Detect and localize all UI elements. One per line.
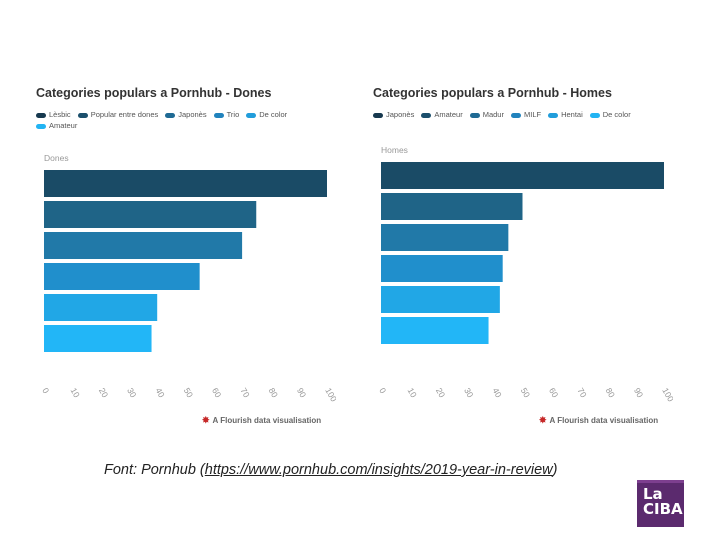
bar-de-color	[381, 317, 489, 344]
legend-item[interactable]: Popular entre dones	[77, 109, 159, 120]
bar-hentai	[381, 286, 500, 313]
bar-de-color	[44, 294, 158, 321]
legend-item[interactable]: Hentai	[548, 109, 583, 120]
legend-swatch	[246, 112, 257, 118]
series-label: Dones	[44, 154, 69, 163]
bar-popular-entre-dones	[44, 201, 257, 228]
logo-line-2: CIBA	[643, 500, 683, 518]
x-tick-label: 50	[519, 386, 533, 399]
legend-swatch	[510, 112, 521, 118]
bar-amateur	[381, 193, 523, 220]
legend-label: Popular entre dones	[90, 110, 159, 119]
legend-swatch	[77, 112, 88, 118]
bar-chart-dones: Dones 0 10 20 30 40 50 60 70 80 90 100	[40, 154, 336, 404]
source-prefix: Font: Pornhub (	[104, 462, 205, 478]
x-tick-label: 30	[125, 386, 139, 399]
legend-label: Hentai	[561, 110, 583, 119]
legend-item[interactable]: Lèsbic	[36, 109, 71, 120]
x-tick-label: 60	[547, 386, 561, 399]
legend-label: De color	[259, 110, 288, 119]
bar-milf	[381, 255, 503, 282]
source-suffix: )	[552, 462, 558, 478]
chart-title: Categories populars a Pornhub - Homes	[373, 86, 612, 100]
chart-panel-dones: Categories populars a Pornhub - Dones Lè…	[36, 86, 346, 431]
legend-label: MILF	[523, 110, 542, 119]
legend-item[interactable]: Amateur	[421, 109, 463, 120]
legend-swatch	[589, 112, 600, 118]
x-tick-label: 40	[490, 386, 504, 399]
flourish-credit-text: A Flourish data visualisation	[212, 416, 322, 425]
chart-title: Categories populars a Pornhub - Dones	[36, 86, 272, 100]
series-label: Homes	[381, 146, 408, 155]
logo-line-1: La	[643, 485, 663, 503]
flourish-credit-text: A Flourish data visualisation	[549, 416, 659, 425]
x-tick-label: 90	[632, 386, 646, 399]
chart-legend: Lèsbic Popular entre dones Japonès Trio De c…	[36, 109, 336, 131]
logo-stripe	[637, 480, 684, 483]
bar-chart-homes: Homes 0 10 20 30 40 50 60 70 80 90 100	[377, 146, 673, 404]
flourish-credit[interactable]: ✸ A Flourish data visualisation	[202, 415, 321, 426]
bar-trio	[44, 263, 200, 290]
legend-label: Japonès	[178, 110, 207, 119]
x-tick-label: 60	[210, 386, 224, 399]
legend-swatch	[36, 112, 46, 118]
x-tick-label: 10	[406, 386, 420, 399]
legend-label: De color	[602, 110, 631, 119]
x-tick-label: 100	[323, 386, 336, 404]
flourish-logo-icon: ✸	[539, 415, 547, 425]
legend-item[interactable]: De color	[589, 109, 631, 120]
x-tick-label: 90	[295, 386, 309, 399]
flourish-credit[interactable]: ✸ A Flourish data visualisation	[539, 415, 658, 426]
source-caption: Font: Pornhub (https://www.pornhub.com/i…	[104, 462, 558, 478]
x-tick-label: 100	[660, 386, 673, 404]
chart-panel-homes: Categories populars a Pornhub - Homes Ja…	[373, 86, 683, 431]
legend-label: Trio	[226, 110, 240, 119]
legend-item[interactable]: Japonès	[165, 109, 207, 120]
legend-label: Amateur	[434, 110, 463, 119]
la-ciba-logo: La CIBA	[637, 480, 684, 527]
legend-swatch	[36, 123, 46, 129]
x-tick-label: 70	[238, 386, 252, 399]
legend-item[interactable]: Madur	[469, 109, 504, 120]
legend-item[interactable]: De color	[246, 109, 287, 120]
bar-japon-s	[381, 162, 664, 189]
legend-item[interactable]: Amateur	[36, 120, 77, 131]
legend-item[interactable]: MILF	[510, 109, 542, 120]
legend-swatch	[373, 112, 383, 118]
legend-item[interactable]: Japonès	[373, 109, 414, 120]
legend-swatch	[469, 112, 480, 118]
x-tick-label: 10	[69, 386, 83, 399]
x-tick-label: 40	[153, 386, 167, 399]
bar-japon-s	[44, 232, 243, 259]
x-tick-label: 20	[434, 386, 448, 399]
bar-amateur	[44, 325, 152, 352]
legend-swatch	[213, 112, 224, 118]
x-tick-label: 0	[377, 386, 388, 395]
x-tick-label: 80	[604, 386, 618, 399]
x-tick-label: 50	[182, 386, 196, 399]
legend-label: Lèsbic	[49, 110, 71, 119]
flourish-logo-icon: ✸	[202, 415, 210, 425]
legend-swatch	[165, 112, 176, 118]
legend-label: Japonès	[386, 110, 415, 119]
legend-label: Madur	[482, 110, 504, 119]
legend-swatch	[421, 112, 432, 118]
legend-swatch	[548, 112, 559, 118]
x-tick-label: 30	[462, 386, 476, 399]
chart-legend: Japonès Amateur Madur MILF Hentai De color	[373, 109, 673, 120]
x-tick-label: 20	[97, 386, 111, 399]
legend-item[interactable]: Trio	[213, 109, 240, 120]
x-tick-label: 80	[267, 386, 281, 399]
source-link[interactable]: https://www.pornhub.com/insights/2019-ye…	[204, 462, 553, 478]
bar-l-sbic	[44, 170, 327, 197]
legend-label: Amateur	[49, 121, 78, 130]
x-tick-label: 70	[575, 386, 589, 399]
bar-madur	[381, 224, 509, 251]
x-tick-label: 0	[40, 386, 51, 395]
